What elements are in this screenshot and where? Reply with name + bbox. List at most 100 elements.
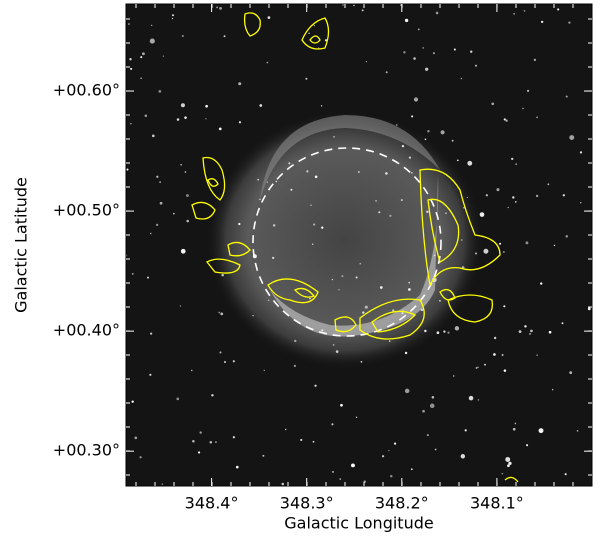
star bbox=[205, 104, 208, 108]
star bbox=[553, 244, 556, 247]
star bbox=[306, 170, 309, 173]
star bbox=[427, 130, 430, 133]
star bbox=[309, 297, 311, 300]
y-tick-label: +00.50° bbox=[53, 201, 120, 220]
star bbox=[474, 252, 478, 255]
star bbox=[496, 188, 500, 192]
star bbox=[429, 403, 435, 409]
star bbox=[313, 24, 315, 27]
star bbox=[474, 64, 478, 67]
star bbox=[526, 89, 530, 92]
star bbox=[333, 135, 335, 138]
star bbox=[173, 212, 175, 215]
star bbox=[551, 389, 554, 391]
star bbox=[331, 278, 334, 281]
star bbox=[501, 472, 504, 475]
star bbox=[186, 219, 190, 223]
star bbox=[485, 194, 488, 197]
star bbox=[499, 242, 502, 245]
star bbox=[396, 124, 398, 126]
star bbox=[523, 10, 526, 12]
star bbox=[340, 403, 343, 407]
star bbox=[320, 105, 323, 107]
star bbox=[214, 441, 217, 444]
star bbox=[290, 188, 293, 191]
star bbox=[257, 178, 260, 181]
star bbox=[493, 353, 496, 356]
star bbox=[314, 175, 318, 179]
star bbox=[281, 482, 285, 486]
sky-image bbox=[126, 4, 592, 486]
star bbox=[400, 199, 403, 201]
star bbox=[259, 198, 261, 201]
star bbox=[518, 330, 522, 334]
star bbox=[262, 454, 265, 457]
star bbox=[557, 8, 560, 11]
star bbox=[130, 67, 133, 70]
star bbox=[211, 394, 214, 397]
star bbox=[186, 194, 189, 197]
star bbox=[362, 311, 365, 314]
star bbox=[564, 473, 567, 476]
star bbox=[533, 58, 537, 62]
star bbox=[526, 444, 529, 447]
star bbox=[562, 194, 565, 197]
star bbox=[180, 248, 186, 254]
star bbox=[221, 273, 224, 277]
nebula-arc bbox=[260, 115, 440, 200]
star bbox=[505, 457, 511, 462]
star bbox=[190, 369, 193, 372]
star bbox=[149, 332, 153, 335]
star bbox=[426, 434, 429, 437]
star bbox=[176, 397, 180, 401]
star bbox=[147, 276, 149, 279]
star bbox=[285, 428, 287, 431]
axes: 348.4° 348.3° 348.2° 348.1° +00.30° +00.40° +0… bbox=[53, 4, 592, 513]
star bbox=[351, 463, 355, 468]
star bbox=[393, 442, 397, 445]
star bbox=[275, 180, 278, 183]
star bbox=[171, 17, 174, 20]
star bbox=[408, 288, 411, 291]
star bbox=[324, 39, 328, 42]
star bbox=[339, 478, 342, 480]
star bbox=[389, 214, 392, 217]
star bbox=[467, 160, 473, 166]
star bbox=[565, 235, 568, 238]
star bbox=[502, 251, 505, 253]
star bbox=[216, 6, 219, 9]
star bbox=[411, 172, 413, 174]
star bbox=[218, 127, 222, 131]
star bbox=[408, 281, 410, 284]
star bbox=[512, 196, 515, 199]
contour bbox=[202, 156, 226, 201]
x-tick-label: 348.3° bbox=[280, 494, 334, 513]
contour bbox=[419, 168, 501, 288]
y-tick-label: +00.40° bbox=[53, 321, 120, 340]
star bbox=[457, 159, 459, 162]
star bbox=[515, 201, 517, 203]
star bbox=[464, 429, 467, 432]
star bbox=[512, 427, 516, 431]
star bbox=[460, 239, 463, 241]
star bbox=[530, 329, 533, 333]
star bbox=[524, 325, 527, 328]
star bbox=[440, 130, 445, 135]
star bbox=[314, 384, 317, 387]
star bbox=[466, 196, 468, 199]
star bbox=[357, 170, 360, 173]
contour bbox=[439, 288, 494, 323]
star bbox=[484, 363, 486, 366]
star bbox=[312, 223, 316, 226]
star bbox=[364, 305, 368, 309]
star bbox=[220, 312, 224, 316]
star bbox=[403, 51, 406, 54]
star bbox=[232, 360, 235, 363]
star bbox=[331, 423, 334, 426]
star bbox=[266, 61, 269, 64]
star bbox=[180, 103, 185, 108]
star bbox=[235, 465, 239, 469]
star bbox=[149, 38, 155, 44]
star bbox=[375, 200, 377, 202]
